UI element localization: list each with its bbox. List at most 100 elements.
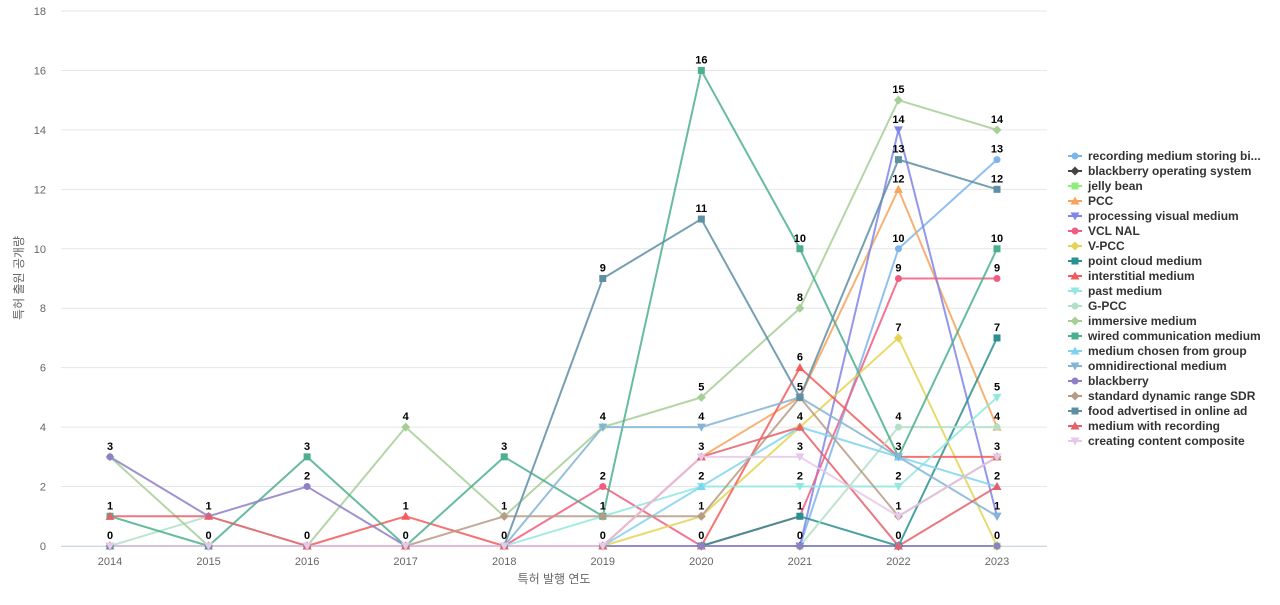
legend-item-blackberry-operating-system[interactable]: blackberry operating system <box>1068 164 1251 178</box>
legend-item-creating-content-composite[interactable]: creating content composite <box>1068 434 1245 448</box>
series-lines <box>109 69 998 547</box>
legend-marker-symbol <box>1070 287 1080 296</box>
y-tick-label: 14 <box>34 125 46 137</box>
legend-label: point cloud medium <box>1088 254 1202 268</box>
data-point-blackberry <box>993 542 1001 550</box>
legend-item-jelly-bean[interactable]: jelly bean <box>1068 179 1143 193</box>
legend-label: VCL NAL <box>1088 224 1140 238</box>
legend-item-medium-chosen-from-group[interactable]: medium chosen from group <box>1068 344 1247 358</box>
legend-item-wired-communication-medium[interactable]: wired communication medium <box>1068 329 1261 343</box>
legend-item-interstitial-medium[interactable]: interstitial medium <box>1068 269 1195 283</box>
data-label: 9 <box>895 263 901 275</box>
legend-label: G-PCC <box>1088 299 1127 313</box>
y-tick-label: 2 <box>40 482 46 494</box>
data-point-wired-communication-medium <box>500 453 508 461</box>
legend-item-vcl-nal[interactable]: VCL NAL <box>1068 224 1140 238</box>
data-point-recording-medium-storing-bi <box>894 245 902 253</box>
legend-item-point-cloud-medium[interactable]: point cloud medium <box>1068 254 1202 268</box>
legend-label: interstitial medium <box>1088 269 1195 283</box>
data-label: 4 <box>698 411 705 423</box>
data-point-omnidirectional-medium <box>598 423 608 432</box>
data-label: 3 <box>304 441 310 453</box>
data-point-medium-chosen-from-group <box>696 482 706 491</box>
series-line-processing-visual-medium[interactable] <box>110 128 998 547</box>
legend-item-past-medium[interactable]: past medium <box>1068 284 1162 298</box>
legend-label: jelly bean <box>1087 179 1143 193</box>
data-label: 5 <box>994 381 1000 393</box>
legend-item-blackberry[interactable]: blackberry <box>1068 374 1149 388</box>
legend-item-v-pcc[interactable]: V-PCC <box>1068 239 1125 253</box>
data-label: 3 <box>994 441 1000 453</box>
data-point-v-pcc <box>893 333 903 343</box>
y-tick-label: 8 <box>40 303 46 315</box>
data-label: 14 <box>991 114 1004 126</box>
x-tick-label: 2016 <box>295 556 319 568</box>
data-label: 3 <box>107 441 113 453</box>
data-label: 16 <box>695 54 707 66</box>
legend-label: past medium <box>1088 284 1162 298</box>
data-label: 12 <box>892 173 904 185</box>
data-label: 1 <box>895 500 901 512</box>
data-point-blackberry <box>796 542 804 550</box>
data-label: 13 <box>991 144 1003 156</box>
data-point-creating-content-composite <box>401 542 411 551</box>
data-label: 0 <box>895 530 901 542</box>
data-point-past-medium <box>992 393 1002 402</box>
data-point-standard-dynamic-range-sdr <box>696 511 706 521</box>
legend-marker-symbol <box>1070 362 1080 371</box>
legend-marker-symbol <box>1071 152 1079 160</box>
legend-marker-symbol <box>1070 271 1080 280</box>
data-point-food-advertised-in-online-ad <box>796 393 804 401</box>
legend-item-processing-visual-medium[interactable]: processing visual medium <box>1068 209 1239 223</box>
legend-item-recording-medium-storing-bi[interactable]: recording medium storing bi... <box>1068 149 1261 163</box>
legend-marker-symbol <box>1071 302 1079 310</box>
x-tick-label: 2022 <box>886 556 910 568</box>
data-point-creating-content-composite <box>696 453 706 462</box>
legend-label: V-PCC <box>1088 239 1125 253</box>
data-label: 7 <box>994 322 1000 334</box>
y-tick-label: 18 <box>34 6 46 18</box>
series-line-creating-content-composite[interactable] <box>110 455 998 547</box>
legend-marker-symbol <box>1070 316 1080 326</box>
legend-item-standard-dynamic-range-sdr[interactable]: standard dynamic range SDR <box>1068 389 1256 403</box>
data-point-blackberry <box>697 542 705 550</box>
data-point-point-cloud-medium <box>993 334 1001 342</box>
data-label: 15 <box>892 84 904 96</box>
data-point-vcl-nal <box>993 275 1001 282</box>
data-label: 3 <box>501 441 507 453</box>
data-point-wired-communication-medium <box>697 66 705 74</box>
data-point-processing-visual-medium <box>893 126 903 135</box>
legend-item-medium-with-recording[interactable]: medium with recording <box>1068 419 1220 433</box>
data-point-immersive-medium <box>401 422 411 432</box>
y-axis-title: 특허 출원 공개량 <box>12 236 26 320</box>
data-label: 0 <box>698 530 704 542</box>
legend-item-omnidirectional-medium[interactable]: omnidirectional medium <box>1068 359 1227 373</box>
data-label: 3 <box>797 441 803 453</box>
legend-item-immersive-medium[interactable]: immersive medium <box>1068 314 1197 328</box>
legend-marker-symbol <box>1070 212 1080 221</box>
data-label: 4 <box>600 411 607 423</box>
x-tick-label: 2021 <box>788 556 812 568</box>
series-line-interstitial-medium[interactable] <box>110 366 997 547</box>
data-point-omnidirectional-medium <box>992 512 1002 521</box>
legend-marker-symbol <box>1070 391 1080 401</box>
legend-item-pcc[interactable]: PCC <box>1068 194 1114 208</box>
data-label: 9 <box>600 263 606 275</box>
data-point-past-medium <box>893 483 903 492</box>
data-point-g-pcc <box>993 423 1001 431</box>
x-tick-label: 2023 <box>985 556 1009 568</box>
legend-item-food-advertised-in-online-ad[interactable]: food advertised in online ad <box>1068 404 1247 418</box>
legend-marker-symbol <box>1070 346 1080 355</box>
legend-item-g-pcc[interactable]: G-PCC <box>1068 299 1127 313</box>
legend-label: medium with recording <box>1088 419 1220 433</box>
legend-marker-symbol <box>1070 437 1080 446</box>
data-point-wired-communication-medium <box>993 245 1001 253</box>
legend-label: PCC <box>1088 194 1114 208</box>
data-point-medium-with-recording <box>204 511 214 520</box>
data-label: 10 <box>892 233 904 245</box>
data-point-omnidirectional-medium <box>893 453 903 462</box>
data-label: 1 <box>600 500 606 512</box>
legend: recording medium storing bi...blackberry… <box>1068 149 1261 448</box>
series-line-immersive-medium[interactable] <box>109 99 998 547</box>
